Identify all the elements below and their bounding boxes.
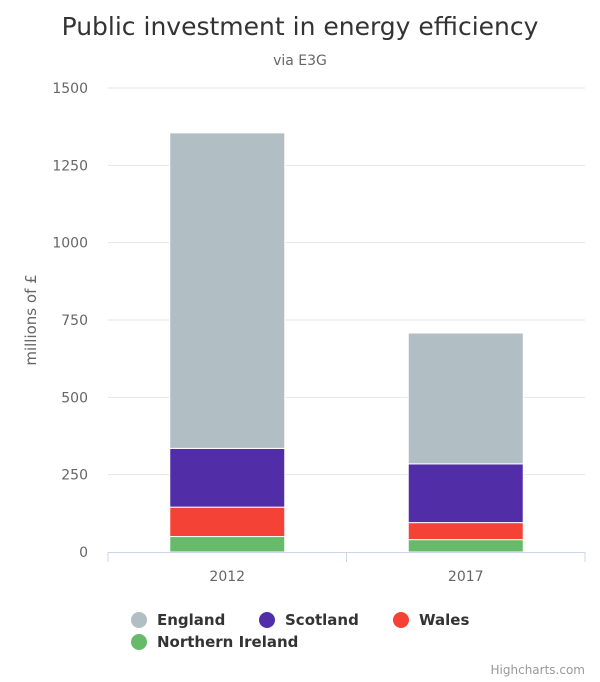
- x-tick-label: 2012: [209, 569, 245, 585]
- legend-symbol: [131, 612, 147, 628]
- bar-segment-northern-ireland-2012[interactable]: [169, 536, 286, 553]
- y-tick-label: 750: [61, 313, 88, 329]
- chart-title: Public investment in energy efficiency: [62, 12, 539, 41]
- bar-segment-northern-ireland-2017[interactable]: [407, 539, 524, 553]
- bar-segment-wales-2017[interactable]: [407, 522, 524, 541]
- legend: England Scotland Wales Northern Ireland: [131, 611, 469, 651]
- y-tick-label: 1500: [52, 81, 88, 97]
- bars: [169, 132, 524, 553]
- y-axis-title: millions of £: [22, 274, 40, 365]
- legend-item-england[interactable]: England: [131, 611, 225, 629]
- x-axis: 2012 2017: [107, 552, 586, 585]
- bar-segment-england-2017[interactable]: [407, 332, 524, 465]
- y-tick-label: 500: [61, 390, 88, 406]
- bar-segment-england-2012[interactable]: [169, 132, 286, 449]
- bar-segment-scotland-2017[interactable]: [407, 463, 524, 524]
- y-tick-label: 1000: [52, 236, 88, 252]
- legend-symbol: [259, 612, 275, 628]
- legend-label: England: [157, 611, 225, 629]
- bar-segment-wales-2012[interactable]: [169, 506, 286, 538]
- legend-item-scotland[interactable]: Scotland: [259, 611, 359, 629]
- legend-label: Northern Ireland: [157, 633, 298, 651]
- chart-subtitle: via E3G: [273, 53, 327, 69]
- legend-label: Wales: [419, 611, 469, 629]
- y-tick-label: 1250: [52, 158, 88, 174]
- legend-item-northern-ireland[interactable]: Northern Ireland: [131, 633, 298, 651]
- legend-label: Scotland: [285, 611, 359, 629]
- y-tick-label: 250: [61, 468, 88, 484]
- legend-symbol: [393, 612, 409, 628]
- y-tick-label: 0: [79, 545, 88, 561]
- x-tick-label: 2017: [448, 569, 484, 585]
- bar-segment-scotland-2012[interactable]: [169, 447, 286, 508]
- credits[interactable]: Highcharts.com: [491, 663, 585, 677]
- legend-symbol: [131, 634, 147, 650]
- legend-item-wales[interactable]: Wales: [393, 611, 469, 629]
